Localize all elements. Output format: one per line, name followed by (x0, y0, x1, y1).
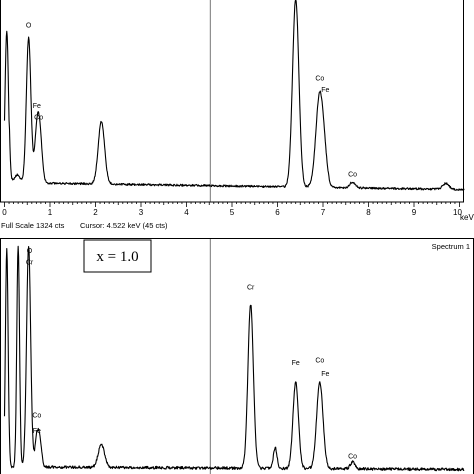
x-tick-label: 5 (230, 208, 235, 217)
peak-label: Co (315, 358, 324, 365)
plot-frame-bottom (0, 238, 474, 474)
peak-label: Fe (33, 103, 41, 110)
spectrum-panel-bottom: O Cr Co Fe Cr Fe Co Fe Co Spectrum 1 x = 1.0 (0, 238, 474, 474)
peak-label: O (27, 248, 33, 255)
peak-label: Co (34, 115, 43, 122)
x-tick-label: 7 (321, 208, 326, 217)
x-unit-label: keV (460, 213, 474, 222)
peak-label: Fe (33, 428, 41, 435)
x-tick-label: 3 (139, 208, 144, 217)
x-tick-label: 9 (412, 208, 417, 217)
peak-label: Co (315, 75, 324, 82)
spectrum-panel-top: 0 1 2 3 4 5 6 7 8 9 10 O Fe Co Co Fe Co keV Full Scale … (0, 0, 474, 230)
peak-label: Fe (292, 360, 300, 367)
spectrum-trace-bottom (3, 245, 465, 472)
x-tick-label: 10 (453, 208, 462, 217)
peak-labels-bottom: O Cr Co Fe Cr Fe Co Fe Co (26, 248, 357, 460)
plot-frame-top (0, 0, 464, 203)
peak-label: Fe (321, 87, 329, 94)
spectrum-title: Spectrum 1 (432, 242, 470, 251)
cursor-readout: Cursor: 4.522 keV (45 cts) (80, 221, 168, 230)
x-tick-label: 6 (275, 208, 280, 217)
peak-label: O (26, 22, 32, 29)
peak-label: Co (348, 171, 357, 178)
x-tick-label: 8 (366, 208, 371, 217)
x-tick-label: 2 (93, 208, 98, 217)
peak-label: Cr (26, 260, 34, 267)
x-tick-label: 4 (184, 208, 189, 217)
peak-label: Co (348, 453, 357, 460)
x-axis-ticks-top: 0 1 2 3 4 5 6 7 8 9 10 (2, 202, 462, 217)
peak-label: Co (32, 412, 41, 419)
spectrum-trace-top (3, 0, 465, 191)
x-tick-label: 1 (48, 208, 53, 217)
full-scale-readout: Full Scale 1324 cts (1, 221, 65, 230)
x-tick-label: 0 (2, 208, 7, 217)
peak-label: Cr (247, 285, 255, 292)
composition-badge: x = 1.0 (83, 239, 152, 273)
peak-label: Fe (321, 371, 329, 378)
peak-labels-top: O Fe Co Co Fe Co (26, 22, 357, 178)
composition-badge-text: x = 1.0 (96, 249, 138, 265)
